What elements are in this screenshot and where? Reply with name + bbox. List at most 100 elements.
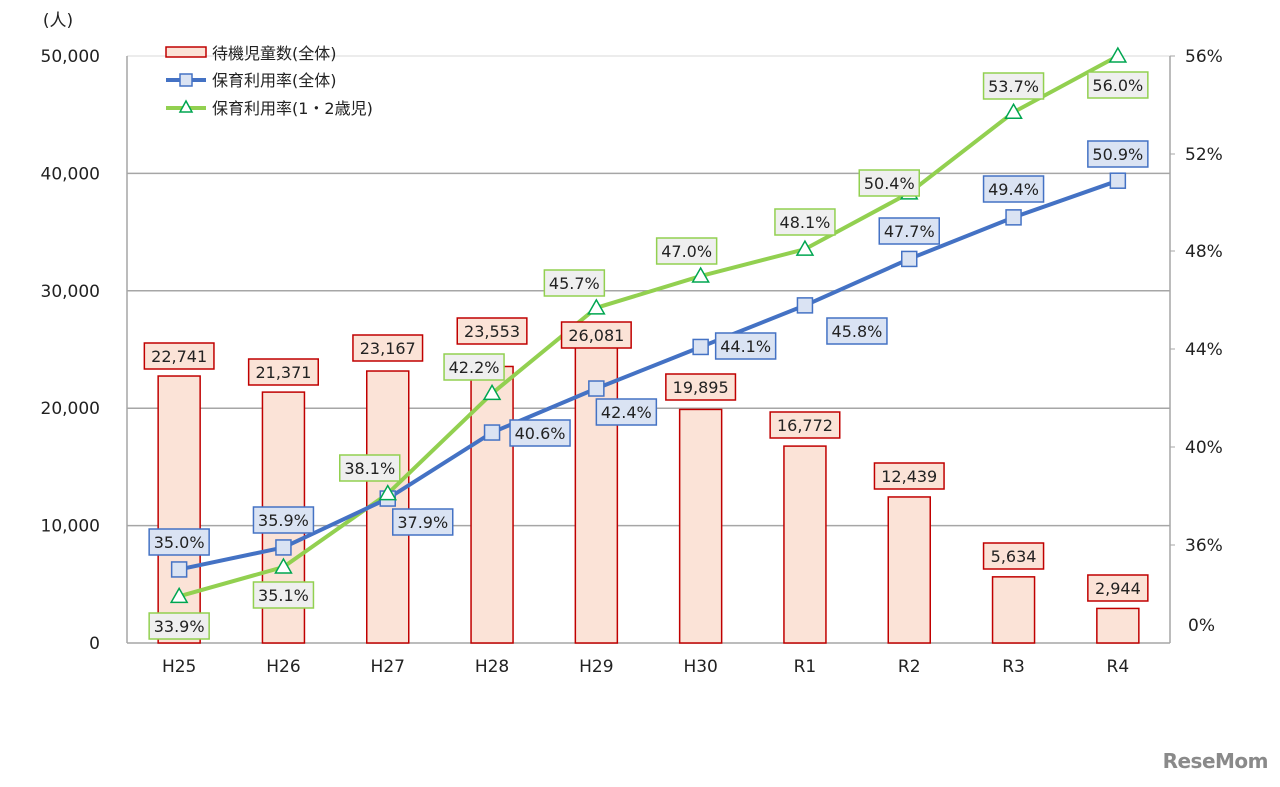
x-tick: R4: [1107, 657, 1130, 677]
label-text: 35.9%: [258, 511, 309, 530]
square-marker-icon: [483, 424, 501, 441]
label-box: [595, 398, 658, 426]
label-box: [252, 581, 315, 609]
legend-square-icon: [179, 73, 193, 87]
label-box: [456, 317, 528, 345]
y-axis-unit: (人): [43, 11, 73, 31]
label-box: [769, 411, 841, 439]
label-box: [247, 358, 319, 386]
blue-value-label: 45.8%: [826, 317, 888, 345]
label-box: [1087, 140, 1149, 168]
label-text: 48.1%: [780, 213, 831, 232]
bar-value-label: 5,634: [982, 542, 1045, 570]
triangle-marker-icon: [482, 383, 502, 401]
y-left-tick: 40,000: [41, 164, 100, 184]
label-text: 42.4%: [601, 403, 652, 422]
green-value-label: 42.2%: [443, 353, 505, 381]
label-text: 23,167: [360, 339, 416, 358]
label-box: [339, 454, 401, 482]
label-text: 22,741: [151, 347, 207, 366]
triangle-marker-icon: [1108, 46, 1128, 63]
bar-value-label: 26,081: [560, 321, 632, 349]
blue-value-label: 35.0%: [148, 528, 210, 556]
label-text: 21,371: [255, 363, 311, 382]
green-value-label: 56.0%: [1087, 71, 1149, 99]
y-right-tick: 0%: [1188, 616, 1215, 636]
bar-value-label: 2,944: [1087, 574, 1149, 602]
legend-triangle-icon: [178, 99, 194, 113]
triangle-marker-icon: [169, 586, 189, 604]
label-text: 50.9%: [1092, 145, 1143, 164]
legend-label: 待機児童数(全体): [212, 44, 337, 63]
blue-value-label: 35.9%: [252, 506, 315, 534]
bar: [1096, 607, 1140, 644]
label-box: [982, 542, 1045, 570]
blue-value-label: 47.7%: [878, 217, 940, 245]
bar-value-label: 23,167: [352, 334, 424, 362]
label-text: 50.4%: [864, 174, 915, 193]
bar: [678, 408, 723, 644]
x-tick: H25: [162, 657, 196, 677]
square-marker-icon: [275, 539, 292, 556]
y-right-tick: 48%: [1185, 242, 1223, 262]
label-box: [148, 612, 210, 640]
y-right-tick: 36%: [1185, 536, 1223, 556]
label-text: 2,944: [1095, 579, 1141, 598]
blue-value-label: 49.4%: [982, 175, 1045, 203]
blue-value-label: 40.6%: [509, 419, 571, 447]
square-marker-icon: [901, 250, 918, 268]
label-text: 47.7%: [884, 222, 935, 241]
label-box: [655, 237, 718, 265]
left-axis: (人) 0 10,000 20,000 30,000 40,000 50,000: [41, 11, 100, 654]
line-usage-rate-1-2yo: [178, 54, 1119, 599]
triangle-marker-icon: [691, 266, 710, 283]
x-tick: R1: [794, 657, 817, 677]
label-text: 5,634: [991, 547, 1037, 566]
label-box: [665, 373, 737, 401]
label-text: 23,553: [464, 322, 520, 341]
triangle-marker-icon: [378, 484, 398, 501]
label-text: 35.1%: [258, 586, 309, 605]
label-text: 56.0%: [1092, 76, 1143, 95]
bar-value-label: 21,371: [247, 358, 319, 386]
y-left-tick: 20,000: [41, 399, 100, 419]
y-right-tick: 44%: [1185, 340, 1223, 360]
square-marker-icon: [1005, 209, 1022, 226]
x-tick: H29: [579, 657, 613, 677]
blue-value-label: 37.9%: [392, 508, 454, 536]
label-box: [560, 321, 632, 349]
blue-value-label: 50.9%: [1087, 140, 1149, 168]
right-axis: 0% 36% 40% 44% 48% 52% 56%: [1170, 47, 1223, 636]
label-box: [982, 72, 1045, 100]
label-box: [509, 419, 571, 447]
triangle-marker-icon: [795, 239, 815, 256]
label-box: [143, 342, 215, 370]
label-box: [1087, 71, 1149, 99]
label-box: [443, 353, 505, 381]
x-tick: H28: [475, 657, 509, 677]
x-tick: H30: [683, 657, 717, 677]
label-box: [148, 528, 210, 556]
square-marker-icon: [170, 561, 188, 578]
label-text: 35.0%: [154, 533, 205, 552]
label-text: 26,081: [568, 326, 624, 345]
blue-value-label: 44.1%: [714, 332, 777, 360]
legend: 待機児童数(全体) 保育利用率(全体) 保育利用率(1・2歳児): [165, 44, 373, 118]
label-text: 44.1%: [720, 337, 771, 356]
label-box: [352, 334, 424, 362]
green-value-label: 33.9%: [148, 612, 210, 640]
bar-value-label: 23,553: [456, 317, 528, 345]
label-box: [982, 175, 1045, 203]
square-marker-icon: [1109, 172, 1127, 189]
markers: [169, 46, 1128, 604]
green-value-label: 53.7%: [982, 72, 1045, 100]
square-marker-icon: [692, 338, 709, 356]
label-text: 16,772: [777, 416, 833, 435]
label-text: 12,439: [881, 467, 937, 486]
label-box: [873, 462, 945, 490]
label-box: [1087, 574, 1149, 602]
square-marker-icon: [588, 380, 605, 397]
y-left-tick: 30,000: [41, 282, 100, 302]
y-left-tick: 0: [89, 634, 100, 654]
